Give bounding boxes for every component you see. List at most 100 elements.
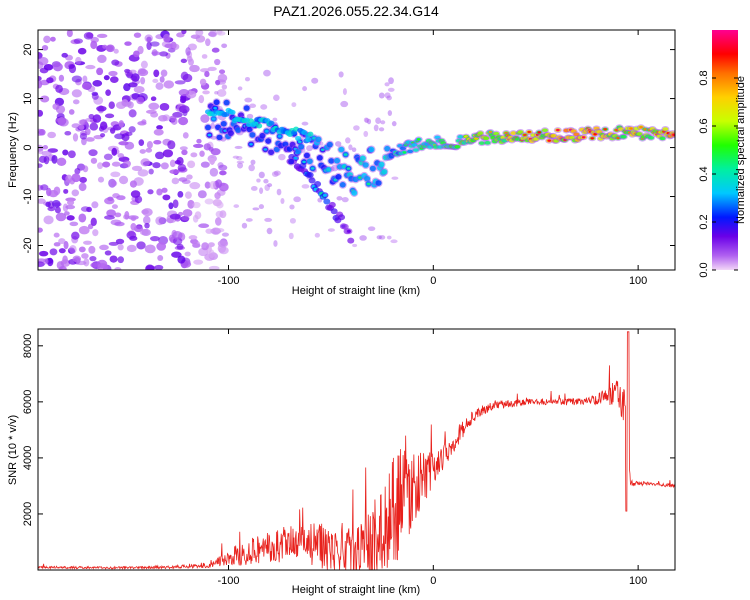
spectrogram-track-core: [563, 138, 567, 142]
spectrogram-noise-blob: [45, 201, 51, 208]
spectrogram-noise-blob: [106, 209, 116, 217]
spectrogram-scatter-blob: [248, 164, 255, 172]
spectrogram-scatter-blob: [384, 92, 391, 99]
spectrogram-noise-blob: [133, 50, 140, 58]
spectrogram-track-core: [416, 138, 421, 141]
spectrogram-track-blob: [378, 161, 385, 168]
spectrogram-scatter-blob: [236, 156, 243, 161]
spectrogram-track-blob: [358, 159, 365, 166]
spectrogram-noise-blob: [43, 215, 54, 225]
spectrogram-scatter-blob: [363, 117, 369, 123]
spectrogram-noise-blob: [66, 30, 73, 38]
colorbar-gradient: [712, 30, 738, 270]
spectrogram-noise-blob: [153, 69, 160, 78]
spectrogram-noise-blob: [212, 199, 222, 207]
spectrogram-track-core: [593, 133, 597, 136]
spectrogram-noise-blob: [128, 82, 138, 88]
spectrogram-noise-blob: [149, 236, 160, 242]
spectrogram-noise-blob: [192, 240, 200, 248]
spectrogram-track-blob: [478, 141, 485, 145]
spectrogram-track-core: [581, 136, 586, 139]
spectrogram-noise-blob: [146, 141, 153, 149]
spectrogram-noise-blob: [67, 150, 76, 159]
spectrogram-noise-blob: [137, 68, 149, 77]
spectrogram-noise-blob: [126, 244, 137, 253]
spectrogram-noise-blob: [108, 70, 118, 77]
spectrogram-track-blob: [273, 146, 280, 153]
spectrogram-branch-blob: [328, 201, 336, 208]
spectrogram-noise-blob: [125, 131, 133, 137]
spectrogram-noise-blob: [38, 61, 44, 69]
spectrogram-noise-blob: [80, 206, 90, 212]
spectrogram-noise-blob: [79, 176, 87, 184]
spectrogram-noise-blob: [41, 45, 49, 51]
spectrogram-scatter-blob: [373, 124, 379, 132]
spectrogram-scatter-blob: [345, 137, 351, 144]
spectrogram-noise-blob: [68, 64, 77, 74]
spectrogram-upper-blob: [307, 131, 314, 137]
spectrogram-track-core: [207, 133, 212, 137]
spectrogram-noise-blob: [171, 251, 182, 258]
spectrogram-track-blob: [500, 135, 507, 140]
spectrogram-track-core: [297, 140, 302, 144]
spectrogram-track-core: [488, 130, 493, 134]
spectrogram-noise-blob: [71, 75, 83, 83]
spectrogram-noise-blob: [178, 105, 190, 114]
spectrogram-noise-blob: [198, 223, 210, 229]
spectrogram-scatter-blob: [363, 130, 369, 137]
spectrogram-track-blob: [510, 131, 517, 135]
spectrogram-noise-blob: [215, 79, 221, 86]
spectrogram-noise-blob: [188, 58, 194, 66]
spectrogram-noise-blob: [154, 264, 164, 270]
spectrogram-track-core: [547, 139, 552, 142]
spectrogram-noise-blob: [142, 208, 153, 217]
spectrogram-track-core: [590, 137, 595, 140]
spectrogram-track-core: [223, 129, 228, 132]
spectrogram-track-core: [504, 131, 509, 135]
spectrogram-noise-blob: [115, 101, 127, 110]
spectrogram-noise-blob: [208, 157, 216, 165]
spectrogram-track-blob: [336, 163, 343, 170]
spectrogram-noise-blob: [67, 199, 75, 206]
spectrogram-noise-blob: [144, 34, 153, 43]
spectrogram-track-blob: [289, 141, 296, 148]
spectrogram-scatter-blob: [342, 88, 347, 96]
spectrogram-noise-blob: [105, 89, 111, 96]
spectrogram-noise-blob: [218, 69, 226, 74]
spectrogram-track-core: [643, 128, 648, 131]
spectrogram-scatter-blob: [256, 178, 261, 183]
colorbar-label: Normalized spectral amplitude: [735, 76, 747, 224]
spectrogram-noise-blob: [103, 153, 113, 161]
spectrogram-noise-blob: [78, 225, 90, 235]
spectrogram-track-blob: [364, 175, 371, 182]
spectrogram-track-blob: [339, 182, 346, 188]
spectrogram-scatter-blob: [267, 183, 273, 188]
spectrogram-track-blob: [541, 128, 548, 133]
spectrogram-noise-blob: [192, 143, 204, 149]
spectrogram-branch-blob: [323, 198, 331, 205]
snr-ylabel: SNR (10 * v/v): [7, 415, 19, 485]
spectrogram-y-tick-label: -20: [22, 238, 34, 254]
spectrogram-track-blob: [205, 124, 212, 131]
spectrogram-track-blob: [369, 165, 376, 172]
spectrogram-noise-blob: [114, 267, 122, 270]
spectrogram-noise-blob: [174, 80, 186, 85]
spectrogram-noise-blob: [167, 140, 176, 150]
spectrogram-branch-blob: [338, 214, 346, 221]
spectrogram-xlabel: Height of straight line (km): [292, 285, 420, 297]
spectrogram-track-blob: [399, 146, 406, 151]
spectrogram-track-blob: [282, 141, 289, 148]
spectrogram-track-blob: [493, 131, 500, 136]
spectrogram-noise-blob: [85, 137, 95, 142]
spectrogram-noise-blob: [71, 123, 81, 129]
spectrogram-noise-blob: [81, 253, 89, 259]
spectrogram-noise-blob: [188, 235, 198, 240]
spectrogram-track-core: [464, 135, 468, 138]
spectrogram-noise-blob: [72, 255, 82, 263]
spectrogram-scatter-blob: [273, 240, 278, 247]
spectrogram-noise-blob: [155, 151, 165, 160]
spectrogram-scatter-blob: [264, 184, 270, 192]
spectrogram-scatter-blob: [236, 160, 245, 164]
spectrogram-track-blob: [368, 146, 375, 153]
spectrogram-ylabel: Frequency (Hz): [7, 112, 19, 188]
